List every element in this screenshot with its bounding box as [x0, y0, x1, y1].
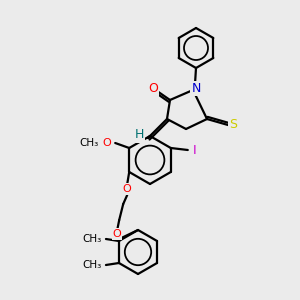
Text: O: O — [103, 138, 112, 148]
Text: O: O — [148, 82, 158, 95]
Text: I: I — [193, 143, 196, 157]
Text: S: S — [229, 118, 237, 131]
Text: CH₃: CH₃ — [80, 138, 99, 148]
Text: CH₃: CH₃ — [82, 260, 102, 270]
Text: O: O — [123, 184, 132, 194]
Text: O: O — [113, 229, 122, 239]
Text: N: N — [191, 82, 201, 94]
Text: H: H — [134, 128, 144, 142]
Text: CH₃: CH₃ — [82, 234, 102, 244]
